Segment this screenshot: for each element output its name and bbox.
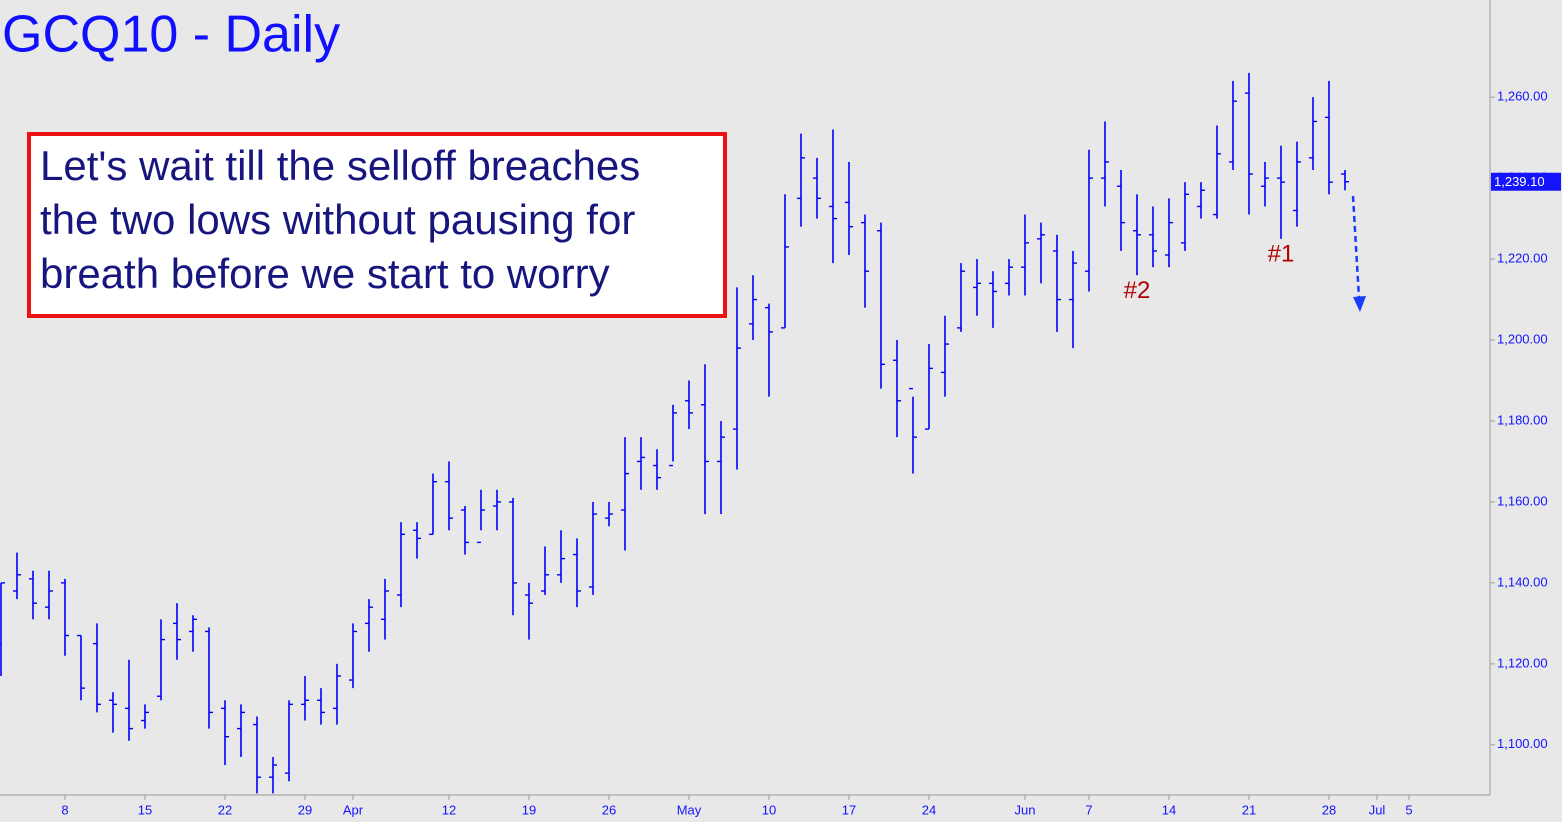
x-tick-label: 15: [138, 802, 152, 817]
x-tick-label: May: [677, 802, 702, 817]
annotation: #1: [1268, 240, 1295, 267]
x-tick-label: 19: [522, 802, 536, 817]
last-price-tag: [1491, 172, 1561, 191]
x-tick-label: 17: [842, 802, 856, 817]
y-tick-label: 1,180.00: [1497, 412, 1548, 427]
note-box: [27, 132, 727, 318]
annotation: #2: [1124, 277, 1151, 304]
chart-title: GCQ10 - Daily: [2, 6, 340, 64]
arrow: [1351, 195, 1366, 312]
x-tick-label: 29: [298, 802, 312, 817]
x-tick-label: 7: [1085, 802, 1092, 817]
x-tick-label: Apr: [343, 802, 364, 817]
y-tick-label: 1,200.00: [1497, 331, 1548, 346]
y-tick-label: 1,140.00: [1497, 574, 1548, 589]
note-text: breath before we start to worry: [40, 250, 610, 297]
x-tick-label: 26: [602, 802, 616, 817]
x-tick-label: Jul: [1369, 802, 1386, 817]
x-tick-label: 10: [762, 802, 776, 817]
arrow-head: [1353, 296, 1366, 312]
x-tick-label: 8: [61, 802, 68, 817]
x-tick-label: 21: [1242, 802, 1256, 817]
x-tick-label: 22: [218, 802, 232, 817]
y-tick-label: 1,100.00: [1497, 736, 1548, 751]
last-price-label: 1,239.10: [1494, 174, 1545, 189]
y-tick-label: 1,120.00: [1497, 655, 1548, 670]
arrow-shaft: [1351, 195, 1361, 299]
y-tick-label: 1,220.00: [1497, 251, 1548, 266]
note-text: Let's wait till the selloff breaches: [40, 142, 640, 189]
x-tick-label: 14: [1162, 802, 1176, 817]
y-tick-label: 1,260.00: [1497, 89, 1548, 104]
x-tick-label: 5: [1405, 802, 1412, 817]
x-tick-label: 24: [922, 802, 936, 817]
x-tick-label: Jun: [1015, 802, 1036, 817]
x-tick-label: 12: [442, 802, 456, 817]
x-tick-label: 28: [1322, 802, 1336, 817]
note-text: the two lows without pausing for: [40, 196, 635, 243]
y-tick-label: 1,160.00: [1497, 493, 1548, 508]
